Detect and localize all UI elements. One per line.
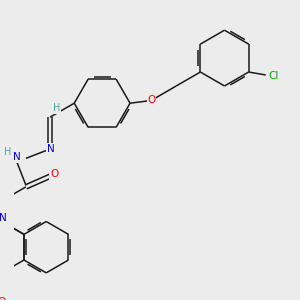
- Text: O: O: [147, 95, 155, 105]
- Text: N: N: [47, 144, 55, 154]
- Text: N: N: [0, 213, 6, 223]
- Text: H: H: [4, 147, 12, 157]
- Text: Cl: Cl: [268, 71, 278, 81]
- Text: O: O: [50, 169, 58, 179]
- Text: N: N: [13, 152, 21, 162]
- Text: O: O: [0, 298, 6, 300]
- Text: H: H: [53, 103, 60, 113]
